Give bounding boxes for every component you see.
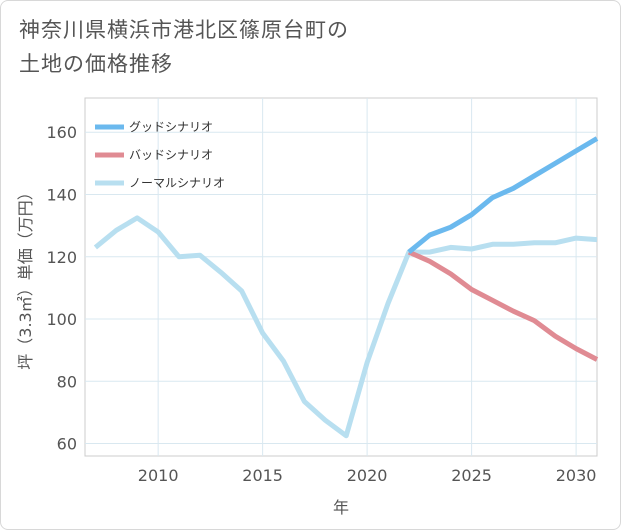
x-tick-label: 2020 bbox=[347, 466, 388, 485]
chart-title-line-2: 土地の価格推移 bbox=[19, 52, 173, 76]
x-axis-label: 年 bbox=[333, 498, 349, 517]
grid-lines bbox=[85, 98, 597, 456]
y-tick-label: 120 bbox=[46, 248, 77, 267]
series-lines bbox=[93, 136, 599, 439]
series-line-good bbox=[407, 136, 599, 255]
legend-label-good: グッドシナリオ bbox=[129, 120, 213, 134]
y-tick-label: 80 bbox=[57, 372, 77, 391]
chart-title: 神奈川県横浜市港北区篠原台町の 土地の価格推移 bbox=[19, 13, 499, 81]
y-tick-label: 160 bbox=[46, 123, 77, 142]
y-tick-label: 100 bbox=[46, 310, 77, 329]
x-tick-label: 2010 bbox=[138, 466, 179, 485]
series-line-bad bbox=[407, 249, 599, 362]
legend-label-normal: ノーマルシナリオ bbox=[129, 176, 225, 190]
legend-label-bad: バッドシナリオ bbox=[129, 148, 213, 162]
chart-title-line-1: 神奈川県横浜市港北区篠原台町の bbox=[19, 18, 349, 42]
plot-area bbox=[84, 97, 598, 457]
x-tick-label: 2015 bbox=[242, 466, 283, 485]
x-axis-ticks: 2010 2015 2020 2025 2030 bbox=[138, 466, 597, 485]
y-tick-label: 140 bbox=[46, 186, 77, 205]
y-axis-ticks: 60 80 100 120 140 160 bbox=[46, 123, 77, 453]
y-tick-label: 60 bbox=[57, 435, 77, 454]
series-line-normal bbox=[93, 215, 598, 439]
y-axis-label: 坪（3.3㎡）単価（万円） bbox=[16, 184, 35, 369]
x-tick-label: 2030 bbox=[556, 466, 597, 485]
x-tick-label: 2025 bbox=[451, 466, 492, 485]
